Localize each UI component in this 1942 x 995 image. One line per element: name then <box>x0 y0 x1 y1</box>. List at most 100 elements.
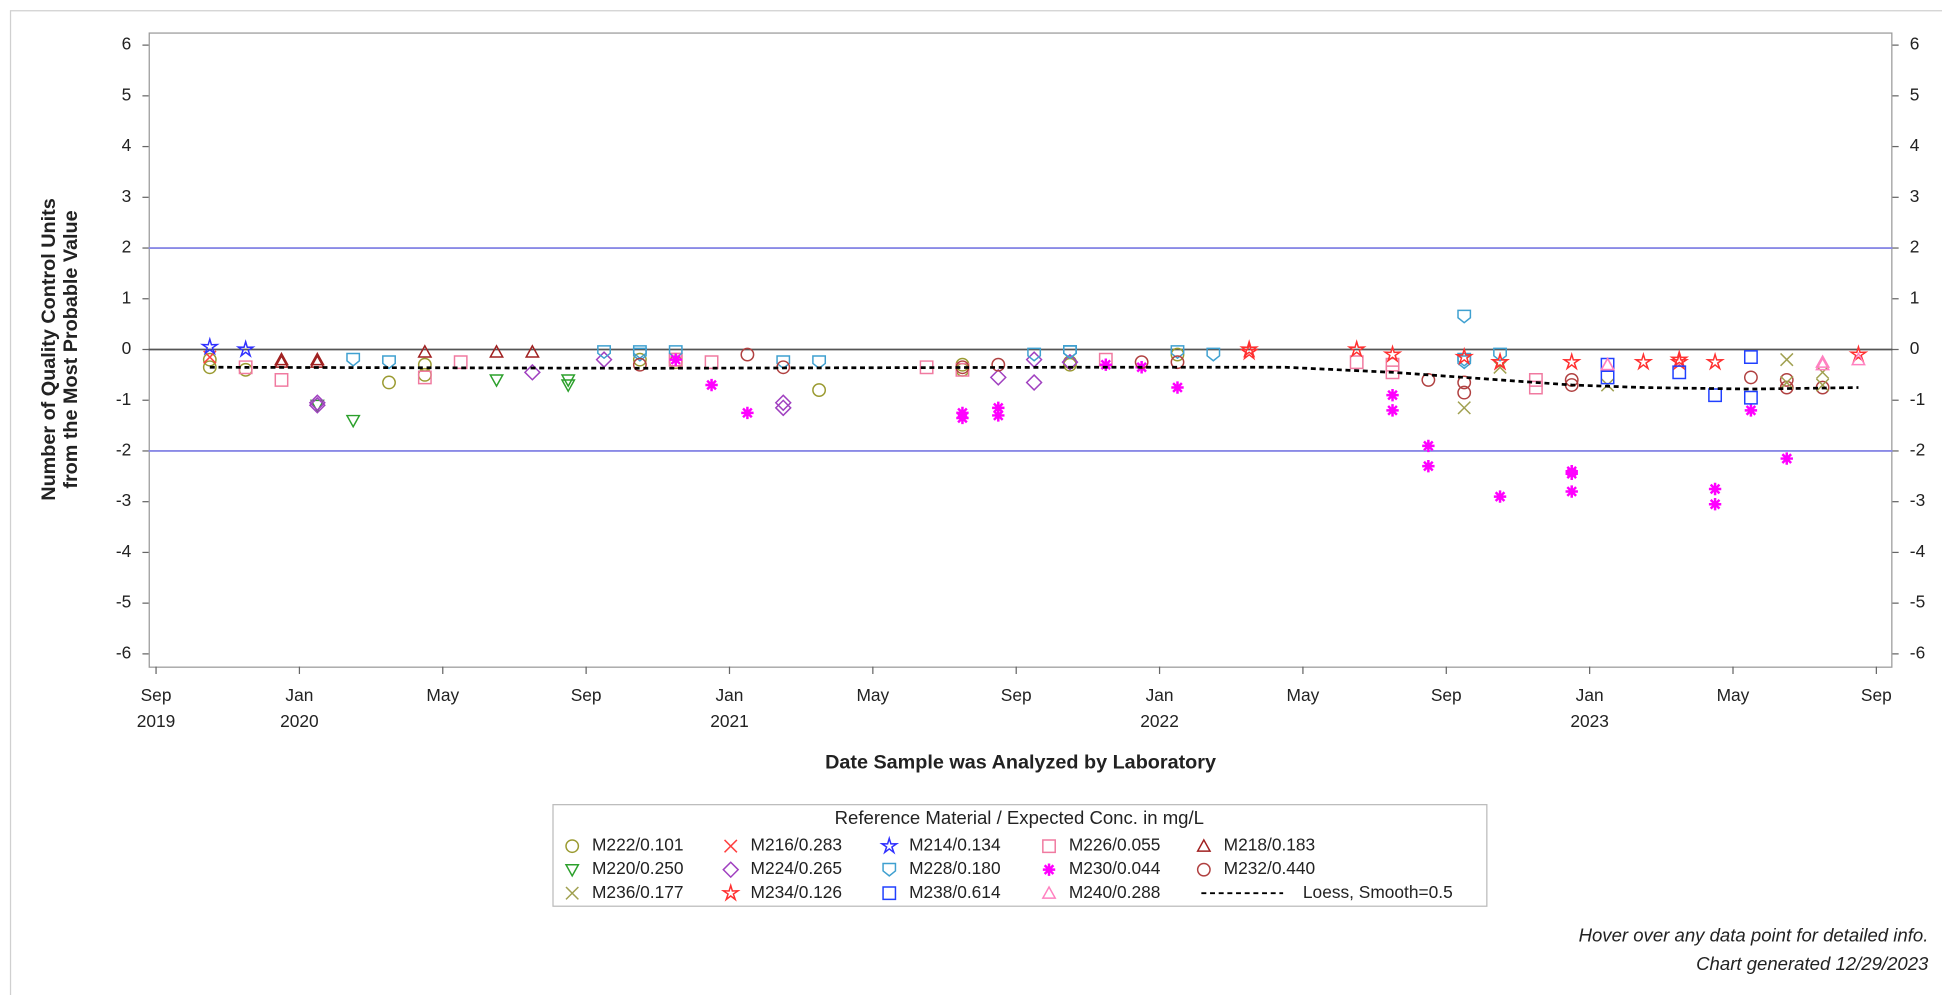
data-point[interactable] <box>1170 347 1185 362</box>
data-point[interactable] <box>1600 370 1615 385</box>
data-point[interactable] <box>1815 365 1830 380</box>
data-point[interactable] <box>417 370 432 385</box>
data-point[interactable] <box>1848 344 1869 363</box>
data-point[interactable] <box>346 352 361 367</box>
data-point[interactable] <box>1349 355 1364 370</box>
data-point[interactable] <box>704 355 719 370</box>
data-point[interactable] <box>489 374 504 388</box>
data-point[interactable] <box>235 339 256 358</box>
data-point[interactable] <box>992 401 1005 415</box>
data-point[interactable] <box>1815 356 1831 371</box>
data-point[interactable] <box>956 411 969 425</box>
data-point[interactable] <box>1561 351 1582 371</box>
data-point[interactable] <box>1063 345 1077 360</box>
data-point[interactable] <box>1669 349 1690 369</box>
data-point[interactable] <box>308 396 326 414</box>
data-point[interactable] <box>774 394 792 412</box>
data-point[interactable] <box>1061 353 1079 371</box>
data-point[interactable] <box>955 362 970 377</box>
data-point[interactable] <box>309 351 325 366</box>
data-point[interactable] <box>1098 352 1113 367</box>
data-point[interactable] <box>1239 339 1260 358</box>
data-point[interactable] <box>202 352 217 367</box>
data-point[interactable] <box>991 357 1006 372</box>
data-point[interactable] <box>274 351 289 366</box>
data-point[interactable] <box>1170 345 1185 360</box>
data-point[interactable] <box>1099 358 1112 371</box>
data-point[interactable] <box>1493 347 1507 362</box>
data-point[interactable] <box>1422 439 1435 453</box>
data-point[interactable] <box>274 372 289 387</box>
data-point[interactable] <box>632 347 647 362</box>
data-point[interactable] <box>417 344 433 358</box>
data-point[interactable] <box>382 355 396 370</box>
data-point[interactable] <box>1565 465 1578 478</box>
data-point[interactable] <box>705 378 718 392</box>
data-point[interactable] <box>560 374 576 388</box>
data-point[interactable] <box>1385 365 1400 380</box>
data-point[interactable] <box>1382 344 1403 363</box>
data-point[interactable] <box>238 360 253 375</box>
data-point[interactable] <box>1025 373 1043 391</box>
data-point[interactable] <box>1744 404 1758 417</box>
data-point[interactable] <box>202 360 217 375</box>
data-point[interactable] <box>812 355 827 370</box>
data-point[interactable] <box>776 355 791 370</box>
data-point[interactable] <box>1386 388 1399 402</box>
data-point[interactable] <box>453 355 468 370</box>
data-point[interactable] <box>1171 381 1184 394</box>
data-point[interactable] <box>1457 355 1472 370</box>
data-point[interactable] <box>632 345 647 360</box>
data-point[interactable] <box>524 344 540 358</box>
data-point[interactable] <box>992 409 1005 422</box>
data-point[interactable] <box>1780 352 1794 367</box>
data-point[interactable] <box>632 352 647 367</box>
data-point[interactable] <box>668 352 683 367</box>
data-point[interactable] <box>1457 401 1471 415</box>
data-point[interactable] <box>1386 404 1399 417</box>
data-point[interactable] <box>1672 365 1687 380</box>
data-point[interactable] <box>1815 378 1830 392</box>
data-point[interactable] <box>1705 351 1725 371</box>
data-point[interactable] <box>523 363 541 381</box>
data-point[interactable] <box>1708 388 1723 403</box>
data-point[interactable] <box>774 399 792 417</box>
data-point[interactable] <box>1779 372 1794 387</box>
data-point[interactable] <box>489 344 504 358</box>
data-point[interactable] <box>1170 355 1185 370</box>
data-point[interactable] <box>1743 350 1758 365</box>
data-point[interactable] <box>1565 485 1578 498</box>
data-point[interactable] <box>1669 351 1690 371</box>
data-point[interactable] <box>632 357 647 372</box>
data-point[interactable] <box>1743 390 1758 405</box>
data-point[interactable] <box>597 345 611 360</box>
data-point[interactable] <box>1239 341 1260 361</box>
data-point[interactable] <box>199 336 220 356</box>
data-point[interactable] <box>1457 385 1472 400</box>
data-point[interactable] <box>1708 498 1722 511</box>
data-point[interactable] <box>1422 459 1435 473</box>
data-point[interactable] <box>1457 375 1472 390</box>
data-point[interactable] <box>741 406 754 420</box>
data-point[interactable] <box>1493 490 1507 503</box>
data-point[interactable] <box>1490 351 1510 371</box>
data-point[interactable] <box>812 383 827 398</box>
data-point[interactable] <box>669 353 682 366</box>
data-point[interactable] <box>309 399 325 414</box>
data-point[interactable] <box>1633 351 1654 371</box>
data-point[interactable] <box>919 360 934 375</box>
data-point[interactable] <box>382 375 396 390</box>
data-point[interactable] <box>1815 354 1831 368</box>
data-point[interactable] <box>345 414 361 429</box>
data-point[interactable] <box>740 347 755 362</box>
data-point[interactable] <box>989 368 1007 386</box>
data-point[interactable] <box>1346 339 1367 358</box>
data-point[interactable] <box>1027 347 1042 362</box>
data-point[interactable] <box>1780 375 1794 390</box>
data-point[interactable] <box>1454 346 1475 366</box>
data-point[interactable] <box>1493 360 1507 374</box>
data-point[interactable] <box>1206 347 1221 362</box>
data-point[interactable] <box>1743 370 1758 385</box>
data-point[interactable] <box>1600 356 1616 371</box>
data-point[interactable] <box>1780 452 1793 465</box>
